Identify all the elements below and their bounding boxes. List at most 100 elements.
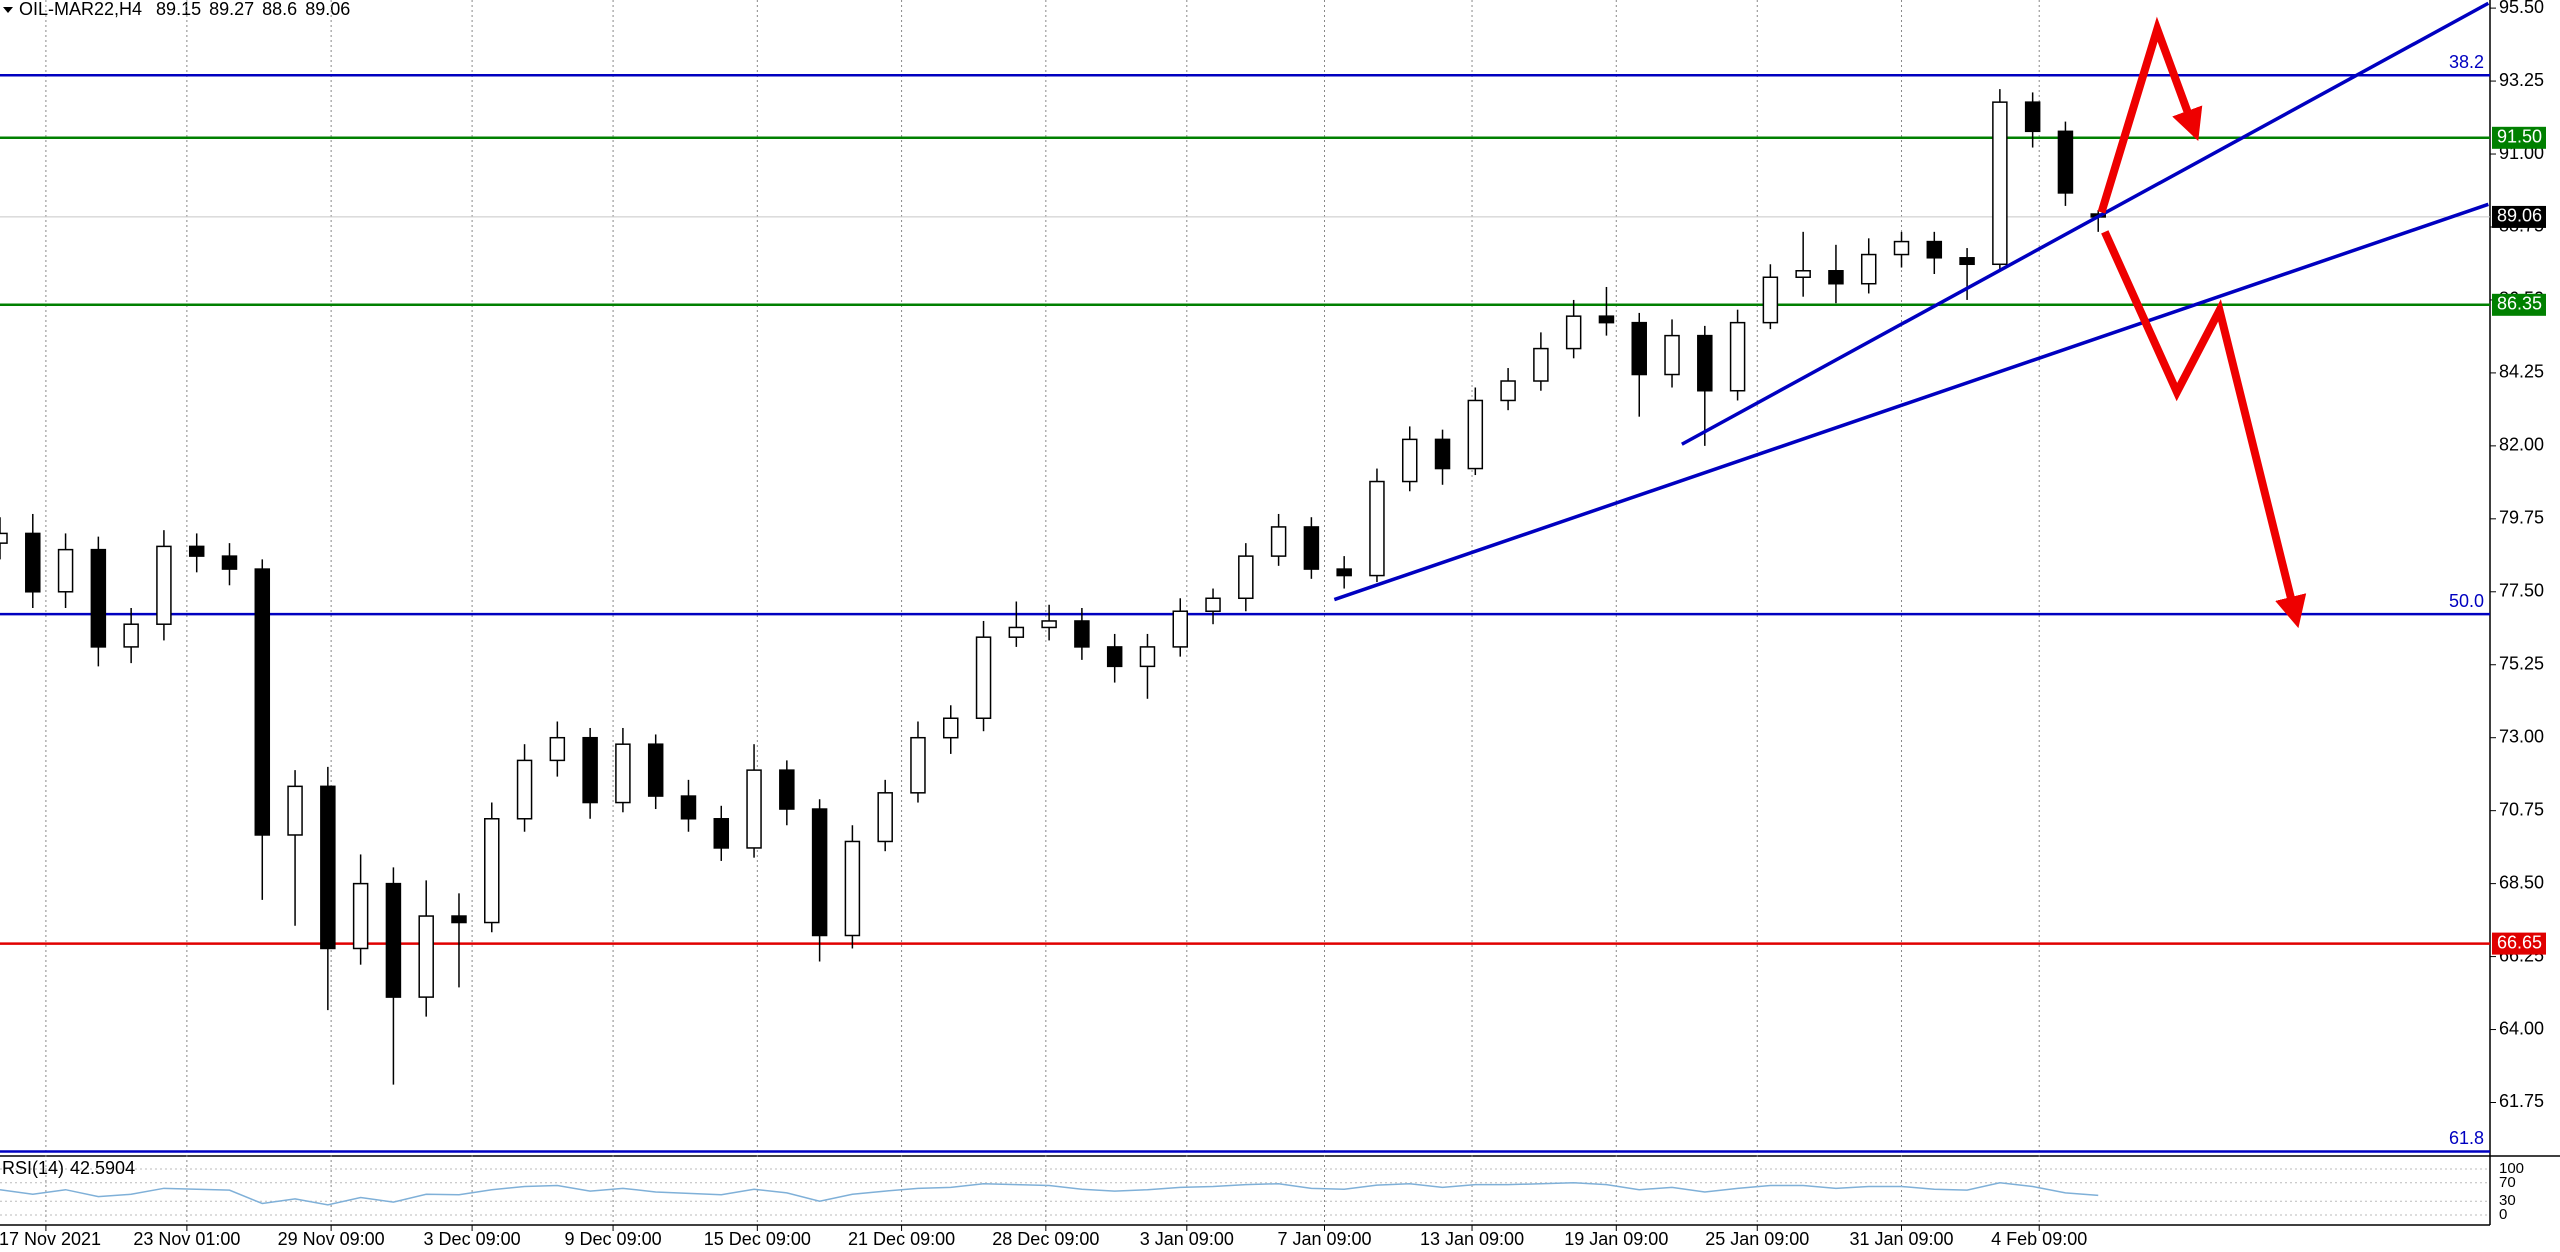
price-tag-label: 66.65 <box>2497 932 2542 952</box>
x-tick-label: 31 Jan 09:00 <box>1849 1229 1953 1249</box>
header-high: 89.27 <box>209 0 254 19</box>
x-tick-label: 13 Jan 09:00 <box>1420 1229 1524 1249</box>
trendline <box>1681 1 2490 446</box>
x-tick-label: 4 Feb 09:00 <box>1991 1229 2087 1249</box>
x-tick-label: 3 Dec 09:00 <box>424 1229 521 1249</box>
price-tag <box>2492 126 2546 149</box>
candle-body <box>0 532 8 544</box>
candle-body <box>680 795 697 820</box>
y-tick-label: 93.25 <box>2499 70 2544 90</box>
candle-body <box>90 548 107 648</box>
x-tick-label: 23 Nov 01:00 <box>133 1229 240 1249</box>
candle-body <box>254 568 271 836</box>
y-tick-label: 64.00 <box>2499 1018 2544 1038</box>
rsi-value: 42.5904 <box>70 1158 135 1178</box>
candle-body <box>451 915 467 924</box>
candle-body <box>1238 555 1254 600</box>
candle-body <box>1828 270 1844 285</box>
y-tick-label: 82.00 <box>2499 435 2544 455</box>
candle-body <box>1041 620 1057 629</box>
x-tick-label: 19 Jan 09:00 <box>1564 1229 1668 1249</box>
candle-body <box>320 785 336 950</box>
candle-body <box>385 882 402 998</box>
candle-body <box>1205 597 1221 612</box>
candle-body <box>1926 240 1943 259</box>
candle-body <box>1762 276 1779 324</box>
candle-body <box>1729 321 1746 392</box>
candle-body <box>1860 253 1877 285</box>
candle-body <box>1565 315 1582 350</box>
candle-body <box>1434 438 1451 470</box>
candle-body <box>1270 526 1287 557</box>
fib-label: 38.2 <box>2449 52 2484 72</box>
collapse-icon <box>3 7 13 13</box>
x-tick-label: 21 Dec 09:00 <box>848 1229 955 1249</box>
candle-body <box>156 545 172 625</box>
candle-body <box>1795 270 1811 278</box>
x-tick-label: 3 Jan 09:00 <box>1140 1229 1234 1249</box>
y-tick-label: 79.75 <box>2499 508 2544 528</box>
y-tick-label: 73.00 <box>2499 726 2544 746</box>
x-tick-label: 9 Dec 09:00 <box>565 1229 662 1249</box>
candle-body <box>975 636 992 719</box>
candle-body <box>1893 240 1910 256</box>
rsi-tick-label: 0 <box>2499 1206 2507 1223</box>
candle-body <box>713 818 730 849</box>
price-tag <box>2492 932 2546 955</box>
candle-body <box>221 555 238 570</box>
candle-body <box>811 808 828 937</box>
y-tick-label: 84.25 <box>2499 362 2544 382</box>
candle-body <box>1959 257 1975 266</box>
candle-body <box>1500 380 1516 402</box>
candle-body <box>1106 646 1123 668</box>
candle-body <box>779 769 795 810</box>
price-tag-label: 91.50 <box>2497 127 2542 147</box>
header-low: 88.6 <box>262 0 297 19</box>
candle-body <box>943 717 959 739</box>
candle-body <box>2057 130 2074 194</box>
x-tick-label: 15 Dec 09:00 <box>704 1229 811 1249</box>
candle-body <box>57 548 74 593</box>
candle-body <box>1172 610 1189 648</box>
candle-body <box>1664 334 1680 376</box>
y-tick-label: 61.75 <box>2499 1091 2544 1111</box>
candle-body <box>844 840 861 937</box>
candle-body <box>1401 438 1418 483</box>
y-tick-label: 77.50 <box>2499 581 2544 601</box>
forecast-arrow <box>2101 230 2307 629</box>
header-close: 89.06 <box>305 0 350 19</box>
current-price-tag <box>2492 205 2546 228</box>
rsi-tick-label: 100 <box>2499 1160 2524 1177</box>
candle-body <box>287 785 303 836</box>
trendline <box>1333 202 2489 602</box>
candle-body <box>1369 480 1385 577</box>
candle-body <box>516 759 533 820</box>
y-tick-label: 95.50 <box>2499 0 2544 17</box>
candle-body <box>615 743 631 804</box>
candle-body <box>1336 568 1352 577</box>
y-tick-label: 68.50 <box>2499 872 2544 892</box>
price-tag-label: 86.35 <box>2497 294 2542 314</box>
x-tick-label: 25 Jan 09:00 <box>1705 1229 1809 1249</box>
rsi-name: RSI(14) <box>2 1158 64 1178</box>
candle-body <box>1467 399 1484 470</box>
rsi-tick-label: 70 <box>2499 1174 2516 1191</box>
candle-body <box>1139 646 1156 668</box>
fib-label: 50.0 <box>2449 591 2484 611</box>
candle-body <box>1697 334 1713 392</box>
candle-body <box>1303 526 1320 570</box>
candle-body <box>1533 347 1549 382</box>
x-tick-label: 29 Nov 09:00 <box>278 1229 385 1249</box>
header-open: 89.15 <box>156 0 201 19</box>
x-tick-label: 17 Nov 2021 <box>0 1229 101 1249</box>
candle-body <box>1074 620 1090 648</box>
x-tick-label: 7 Jan 09:00 <box>1277 1229 1371 1249</box>
candle-body <box>1008 626 1025 638</box>
forecast-arrow <box>2097 16 2203 214</box>
candle-body <box>123 623 139 648</box>
x-tick-label: 28 Dec 09:00 <box>992 1229 1099 1249</box>
candle-body <box>188 545 205 557</box>
